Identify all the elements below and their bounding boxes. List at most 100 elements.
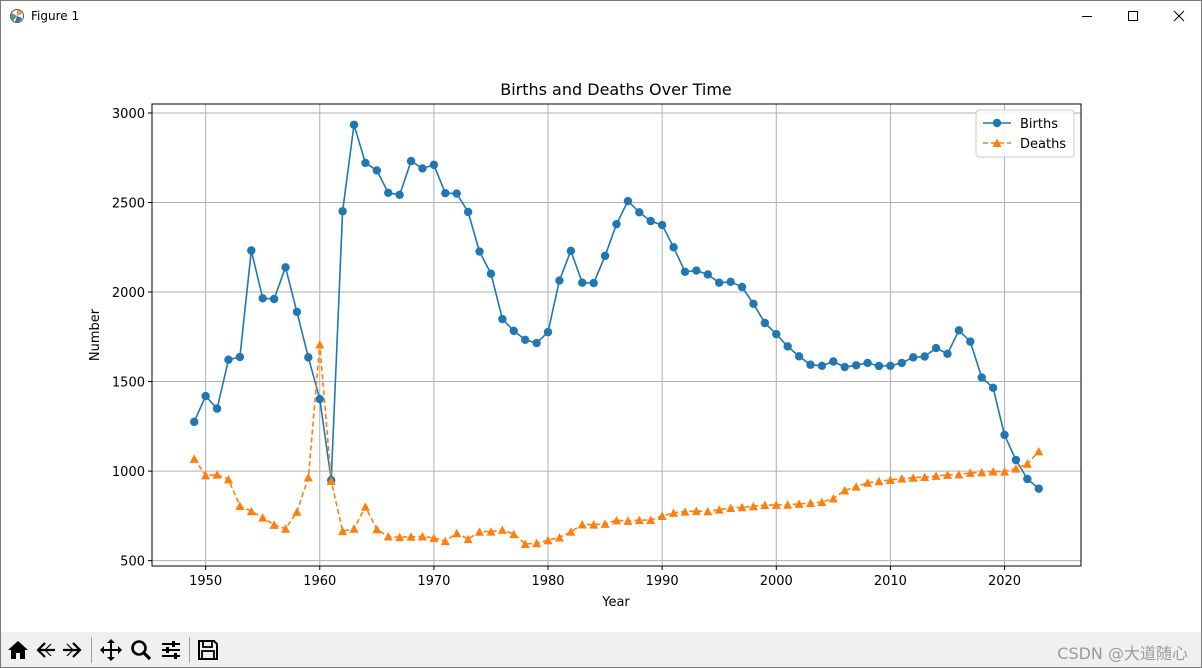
x-tick-label: 1950 [189, 574, 222, 589]
data-point-deaths [577, 519, 587, 529]
data-point-births [338, 207, 347, 216]
data-point-births [1034, 484, 1043, 493]
y-tick-label: 2000 [112, 286, 145, 301]
data-point-births [532, 338, 541, 348]
data-point-deaths [760, 500, 770, 510]
data-point-births [292, 307, 302, 317]
series-line-births [193, 124, 1040, 490]
pan-button[interactable] [98, 637, 124, 663]
x-tick-label: 1960 [303, 574, 336, 589]
maximize-icon [1128, 11, 1138, 21]
data-point-deaths [440, 536, 450, 546]
data-point-births [635, 208, 644, 217]
data-point-births [543, 327, 553, 337]
plot-area-frame [151, 103, 1082, 567]
legend-births-marker [992, 118, 1002, 128]
data-point-births [794, 352, 804, 361]
data-point-births [235, 352, 245, 362]
data-point-deaths [509, 529, 519, 539]
data-point-births [669, 243, 678, 252]
data-point-births [418, 164, 427, 173]
back-arrow-icon [36, 642, 55, 658]
data-point-deaths [600, 519, 610, 528]
data-point-births [406, 156, 416, 166]
data-point-births [612, 219, 621, 229]
data-point-births [566, 246, 576, 256]
data-point-births [966, 337, 975, 346]
data-point-births [304, 353, 313, 362]
data-point-births [772, 329, 781, 339]
close-button[interactable] [1156, 1, 1202, 31]
data-point-deaths [338, 526, 348, 536]
legend-births-label: Births [1020, 117, 1058, 132]
data-point-births [281, 263, 290, 272]
data-point-births [1000, 430, 1009, 440]
configure-subplots-icon [162, 641, 180, 659]
data-point-deaths [817, 497, 827, 507]
data-point-births [589, 278, 598, 288]
data-point-births [737, 282, 747, 292]
series-layer [189, 120, 1044, 548]
data-point-deaths [748, 501, 758, 511]
data-point-births [372, 166, 382, 175]
data-point-births [874, 361, 884, 371]
data-point-deaths [1022, 459, 1032, 468]
data-point-births [863, 358, 872, 368]
data-point-deaths [589, 520, 599, 529]
data-point-births [726, 277, 735, 287]
data-point-deaths [212, 470, 222, 479]
close-icon [1173, 10, 1185, 22]
data-point-births [395, 190, 404, 199]
configure-subplots-button[interactable] [158, 637, 184, 663]
data-point-deaths [417, 531, 427, 541]
data-point-deaths [646, 515, 656, 524]
data-point-deaths [840, 485, 850, 495]
data-point-births [988, 383, 998, 393]
data-point-births [452, 189, 461, 198]
data-point-births [715, 278, 724, 287]
data-point-deaths [395, 532, 405, 542]
grid-lines [152, 104, 1081, 566]
data-point-births [943, 349, 952, 359]
data-point-births [646, 216, 655, 226]
back-button[interactable] [33, 637, 59, 663]
data-point-births [509, 326, 518, 336]
data-point-deaths [349, 524, 359, 533]
forward-button[interactable] [59, 637, 85, 663]
data-point-births [498, 314, 507, 324]
data-point-births [247, 246, 256, 255]
data-point-births [600, 251, 610, 261]
data-point-births [829, 357, 838, 366]
data-point-births [1011, 455, 1021, 465]
legend-deaths-label: Deaths [1020, 137, 1066, 152]
y-tick-label: 500 [120, 555, 145, 570]
figure-canvas[interactable]: 1950 1960 1970 1980 1990 2000 2010 2020 500 1000… [1, 31, 1201, 631]
data-point-deaths [726, 503, 736, 512]
data-point-births [657, 220, 667, 230]
minimize-button[interactable] [1064, 1, 1110, 31]
save-button[interactable] [195, 637, 221, 663]
data-point-deaths [554, 533, 564, 542]
home-button[interactable] [5, 637, 31, 663]
x-axis: 1950 1960 1970 1980 1990 2000 2010 2020 [189, 566, 1021, 589]
zoom-button[interactable] [128, 637, 154, 663]
data-point-deaths [920, 472, 930, 482]
data-point-births [201, 391, 210, 401]
legend-deaths-marker [992, 138, 1002, 147]
minimize-icon [1082, 16, 1092, 17]
data-point-deaths [885, 475, 895, 485]
x-tick-label: 2000 [760, 574, 793, 589]
data-point-deaths [874, 476, 884, 486]
data-point-deaths [977, 467, 987, 477]
data-point-births [817, 361, 827, 370]
data-point-births [361, 158, 370, 168]
data-point-deaths [235, 501, 245, 511]
data-point-deaths [942, 470, 952, 479]
data-point-deaths [828, 493, 838, 503]
data-point-births [977, 373, 986, 382]
zoom-icon [131, 640, 152, 661]
y-tick-label: 1500 [112, 376, 145, 391]
maximize-button[interactable] [1110, 1, 1156, 31]
data-point-births [315, 394, 324, 404]
title-bar: Figure 1 [1, 1, 1201, 31]
